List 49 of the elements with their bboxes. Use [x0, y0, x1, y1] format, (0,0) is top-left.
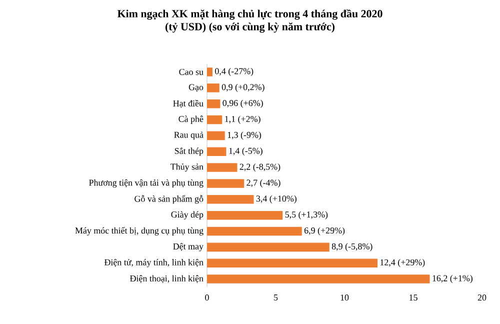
y-tick-label: Dệt may: [173, 243, 204, 252]
data-label: 5,5 (+1,3%): [285, 211, 328, 220]
data-label: 12,4 (+29%): [380, 259, 425, 268]
bar: [207, 99, 220, 108]
y-tick-label: Cà phê: [178, 116, 204, 124]
data-label: 16,2 (+1%): [432, 274, 472, 284]
bar: [207, 84, 220, 92]
y-tick-label: Gỗ và sản phẩm gỗ: [134, 195, 204, 204]
bar: [207, 179, 244, 188]
y-tick-label: Điện thoại, linh kiện: [130, 275, 204, 283]
data-label: 3,4 (+10%): [256, 195, 296, 204]
bar: [207, 226, 302, 236]
data-label: 2,2 (-8,5%): [240, 163, 280, 172]
data-label: 0,9 (+0,2%): [222, 84, 264, 92]
y-tick-label: Cao su: [179, 68, 204, 75]
bar: [207, 68, 213, 76]
y-tick-label: Sắt thép: [174, 147, 204, 156]
data-label: 1,3 (-9%): [228, 132, 262, 140]
x-tick-label: 0: [205, 294, 209, 301]
y-tick-label: Rau quả: [174, 132, 204, 140]
bar: [207, 131, 225, 140]
data-label: 6,9 (+29%): [304, 227, 345, 236]
y-tick-label: Điện tử, máy tính, linh kiện: [104, 259, 204, 268]
bar: [207, 115, 222, 124]
y-tick-label: Giày dép: [171, 211, 204, 220]
x-tick-label: 15: [410, 294, 418, 301]
x-tick-label: 10: [340, 294, 349, 301]
x-tick-label: 5: [274, 294, 278, 300]
data-label: 8,9 (-5,8%): [332, 243, 372, 252]
bar: [207, 274, 430, 284]
chart-subtitle: (tỷ USD) (so với cùng kỳ năm trước): [165, 22, 335, 33]
data-label: 1,1 (+2%): [225, 116, 260, 124]
data-label: 0,96 (+6%): [222, 100, 263, 108]
bar: [207, 195, 254, 204]
bar: [207, 210, 283, 220]
bar: [207, 258, 378, 268]
y-tick-label: Hạt điều: [173, 100, 204, 108]
bar: [207, 147, 226, 156]
chart-title: Kim ngạch XK mặt hàng chủ lực trong 4 tháng đầu 2020: [117, 9, 382, 20]
x-tick-label: 20: [478, 294, 486, 301]
data-label: 1,4 (-5%): [229, 148, 262, 156]
y-tick-label: Máy móc thiết bị, dụng cụ phụ tùng: [75, 227, 204, 236]
data-label: 2,7 (-4%): [246, 179, 280, 188]
y-tick-label: Phương tiện vận tải và phụ tùng: [89, 179, 204, 188]
data-label: 0,4 (-27%): [215, 68, 254, 76]
y-tick-label: Thủy sản: [170, 163, 204, 172]
y-tick-label: Gạo: [188, 84, 204, 92]
bar: [207, 163, 238, 172]
bar: [207, 242, 330, 252]
